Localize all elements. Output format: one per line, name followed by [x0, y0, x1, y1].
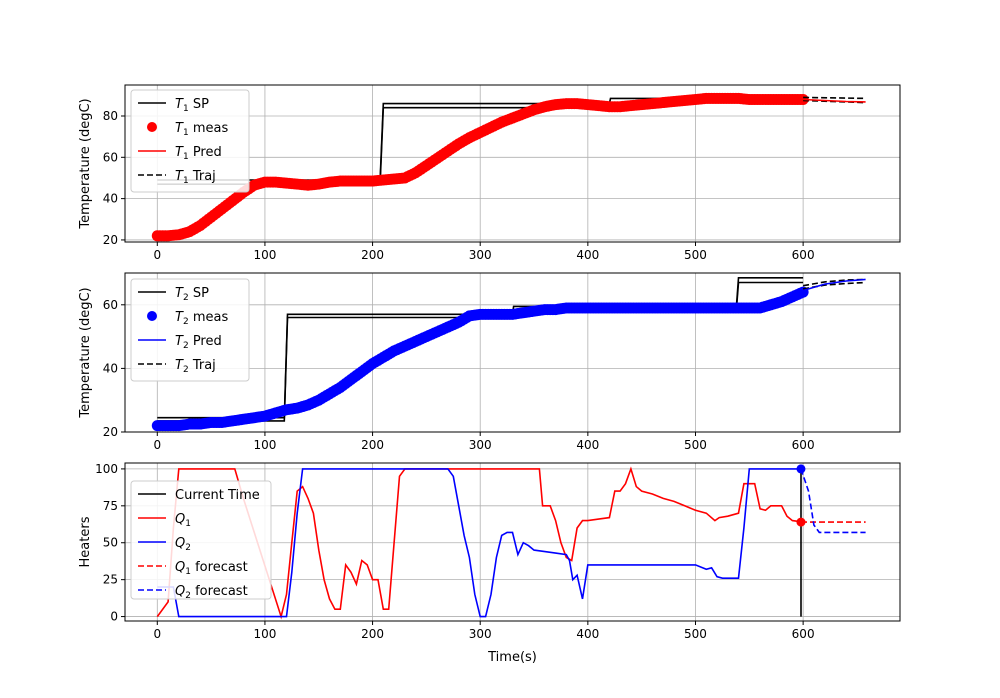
- legend-label: T1 meas: [175, 121, 228, 138]
- x-tick-label: 100: [253, 627, 276, 641]
- y-tick-label: 50: [103, 536, 118, 550]
- x-tick-label: 0: [153, 248, 161, 262]
- x-tick-label: 400: [576, 438, 599, 452]
- y-tick-label: 60: [103, 298, 118, 312]
- legend-label: Q2 forecast: [175, 584, 248, 601]
- legend-marker: [147, 311, 157, 321]
- legend-label: T1 Pred: [175, 145, 222, 162]
- legend-label: T2 Traj: [175, 358, 216, 375]
- x-tick-label: 200: [361, 627, 384, 641]
- legend-label: Q2: [175, 536, 191, 553]
- x-tick-label: 100: [253, 248, 276, 262]
- series-Q2_now-point: [796, 464, 806, 474]
- legend-label: T1 SP: [175, 97, 209, 114]
- series-pred-line: [802, 278, 866, 292]
- x-tick-label: 500: [684, 627, 707, 641]
- axes-frame: [124, 272, 901, 433]
- legend: T1 SP T1 meas T1 Pred T1 Traj: [130, 89, 250, 193]
- series-Q2_forecast-line: [800, 468, 866, 534]
- y-axis-label: Temperature (degC): [78, 287, 93, 418]
- x-tick-label: 100: [253, 438, 276, 452]
- x-tick-label: 200: [361, 248, 384, 262]
- y-tick-label: 0: [110, 610, 118, 624]
- x-tick-label: 400: [576, 627, 599, 641]
- y-axis-label: Temperature (degC): [78, 98, 93, 229]
- series-group: [151, 277, 866, 432]
- x-tick-label: 600: [792, 248, 815, 262]
- chart-panel-2: 0 100 200 300 400 500 600 20 40 60 Temperature (de…: [78, 272, 901, 452]
- x-tick-label: 300: [469, 627, 492, 641]
- legend-label: T2 SP: [175, 286, 209, 303]
- axes-frame: [124, 84, 901, 243]
- legend-label: Q1 forecast: [175, 560, 248, 577]
- legend-label: T2 Pred: [175, 334, 222, 351]
- x-tick-label: 300: [469, 248, 492, 262]
- y-tick-label: 25: [103, 573, 118, 587]
- series-group: [156, 464, 866, 620]
- series-Q1_now-point: [796, 517, 806, 527]
- x-tick-label: 300: [469, 438, 492, 452]
- x-tick-label: 600: [792, 438, 815, 452]
- legend-label: T1 Traj: [175, 169, 216, 186]
- x-tick-label: 200: [361, 438, 384, 452]
- y-tick-label: 40: [103, 192, 118, 206]
- series-group: [151, 92, 866, 242]
- axes-frame: [124, 462, 901, 622]
- series-traj_a-line: [802, 278, 866, 287]
- x-tick-label: 500: [684, 438, 707, 452]
- legend: Current Time Q1 Q2 Q1 forecast Q2 forecast: [130, 480, 272, 601]
- legend-box: [130, 89, 250, 193]
- legend-label: Q1: [175, 512, 191, 529]
- y-tick-label: 75: [103, 499, 118, 513]
- y-axis-label: Heaters: [78, 516, 93, 567]
- x-tick-label: 400: [576, 248, 599, 262]
- series-pred-line: [803, 98, 866, 103]
- x-tick-label: 500: [684, 248, 707, 262]
- chart-panel-1: 0 100 200 300 400 500 600 20 40 60 80 Temperature (…: [78, 84, 901, 262]
- y-tick-label: 40: [103, 361, 118, 375]
- y-tick-label: 60: [103, 150, 118, 164]
- x-tick-label: 0: [153, 627, 161, 641]
- series-Q1-line: [156, 466, 804, 620]
- x-tick-label: 0: [153, 438, 161, 452]
- legend-box: [130, 480, 272, 600]
- y-tick-label: 20: [103, 425, 118, 439]
- chart-panel-3: 0 100 200 300 400 500 600 0 25 50 75 100 Heaters Time…: [78, 462, 901, 665]
- series-Q2-line: [157, 468, 804, 618]
- legend-label: T2 meas: [175, 310, 228, 327]
- x-axis-label: Time(s): [487, 650, 537, 665]
- y-tick-label: 20: [103, 233, 118, 247]
- legend-label: Current Time: [175, 488, 260, 503]
- legend-marker: [147, 122, 157, 132]
- legend-box: [130, 278, 250, 382]
- y-tick-label: 80: [103, 109, 118, 123]
- series-traj_a-line: [803, 96, 866, 100]
- legend: T2 SP T2 meas T2 Pred T2 Traj: [130, 278, 250, 382]
- x-tick-label: 600: [792, 627, 815, 641]
- y-tick-label: 100: [95, 462, 118, 476]
